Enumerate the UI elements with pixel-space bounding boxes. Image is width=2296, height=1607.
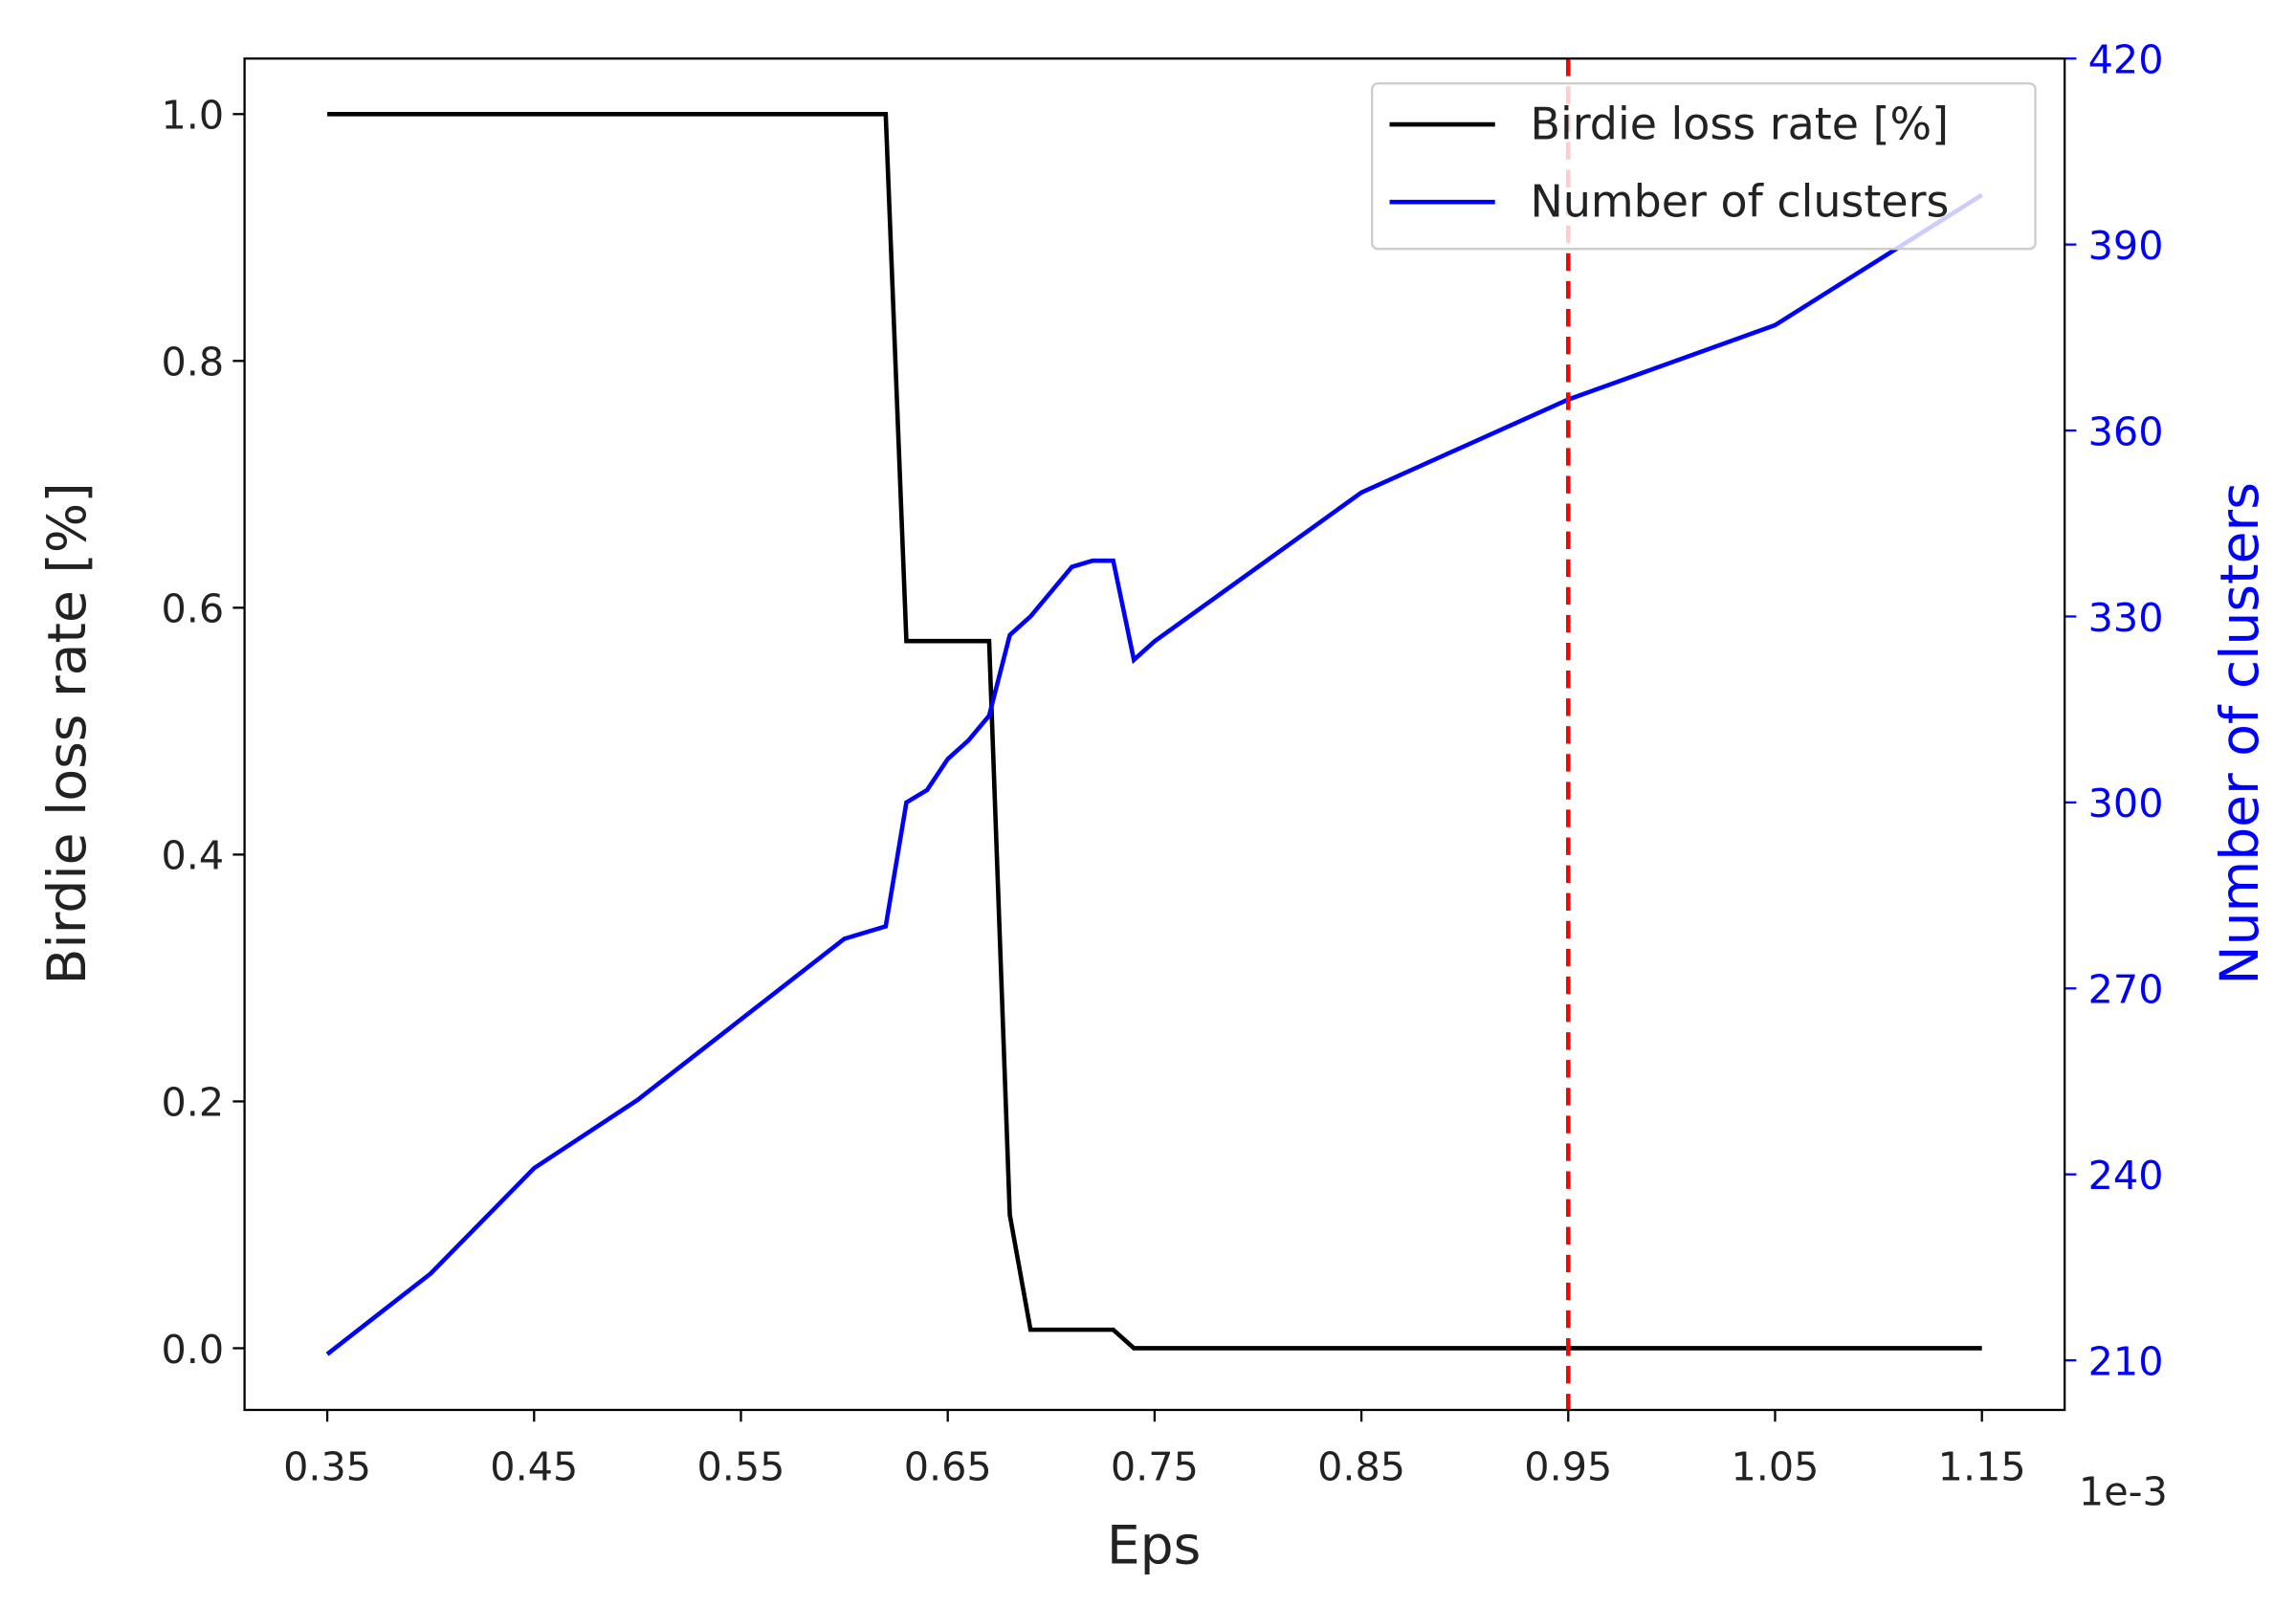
legend-label: Birdie loss rate [%] xyxy=(1530,98,1949,149)
y-tick-label: 0.2 xyxy=(161,1080,224,1126)
y-tick-label: 1.0 xyxy=(161,93,224,139)
x-tick-label: 1.05 xyxy=(1731,1443,1819,1489)
y-tick-label: 0.8 xyxy=(161,340,224,385)
x-tick-label: 0.35 xyxy=(283,1443,371,1489)
x-tick-label: 0.55 xyxy=(696,1443,784,1489)
legend-label: Number of clusters xyxy=(1530,176,1949,228)
x-tick-label: 1.15 xyxy=(1938,1443,2026,1489)
y2-tick-label: 210 xyxy=(2088,1338,2164,1384)
y2-axis-label: Number of clusters xyxy=(2209,482,2270,985)
plot-frame xyxy=(243,57,2066,1412)
x-offset-label: 1e-3 xyxy=(2079,1468,2168,1514)
y2-tick-label: 420 xyxy=(2088,37,2164,83)
y2-tick-label: 330 xyxy=(2088,595,2164,641)
y-axis-label: Birdie loss rate [%] xyxy=(36,482,98,984)
series-line xyxy=(327,111,1982,1351)
y-tick-label: 0.4 xyxy=(161,833,224,879)
x-tick-label: 0.65 xyxy=(904,1443,992,1489)
x-tick-label: 0.75 xyxy=(1111,1443,1199,1489)
series-line xyxy=(325,192,1983,1356)
x-axis-label: Eps xyxy=(1107,1515,1202,1576)
y2-tick-label: 300 xyxy=(2088,781,2164,826)
x-tick-label: 0.45 xyxy=(490,1443,578,1489)
y2-tick-label: 240 xyxy=(2088,1153,2164,1199)
y-tick-label: 0.6 xyxy=(161,586,224,632)
y2-tick-label: 270 xyxy=(2088,967,2164,1013)
legend-box xyxy=(1371,82,2037,251)
y-tick-label: 0.0 xyxy=(161,1327,224,1373)
x-tick-label: 0.95 xyxy=(1524,1443,1612,1489)
y2-tick-label: 390 xyxy=(2088,223,2164,269)
x-tick-label: 0.85 xyxy=(1317,1443,1405,1489)
y2-tick-label: 360 xyxy=(2088,408,2164,454)
